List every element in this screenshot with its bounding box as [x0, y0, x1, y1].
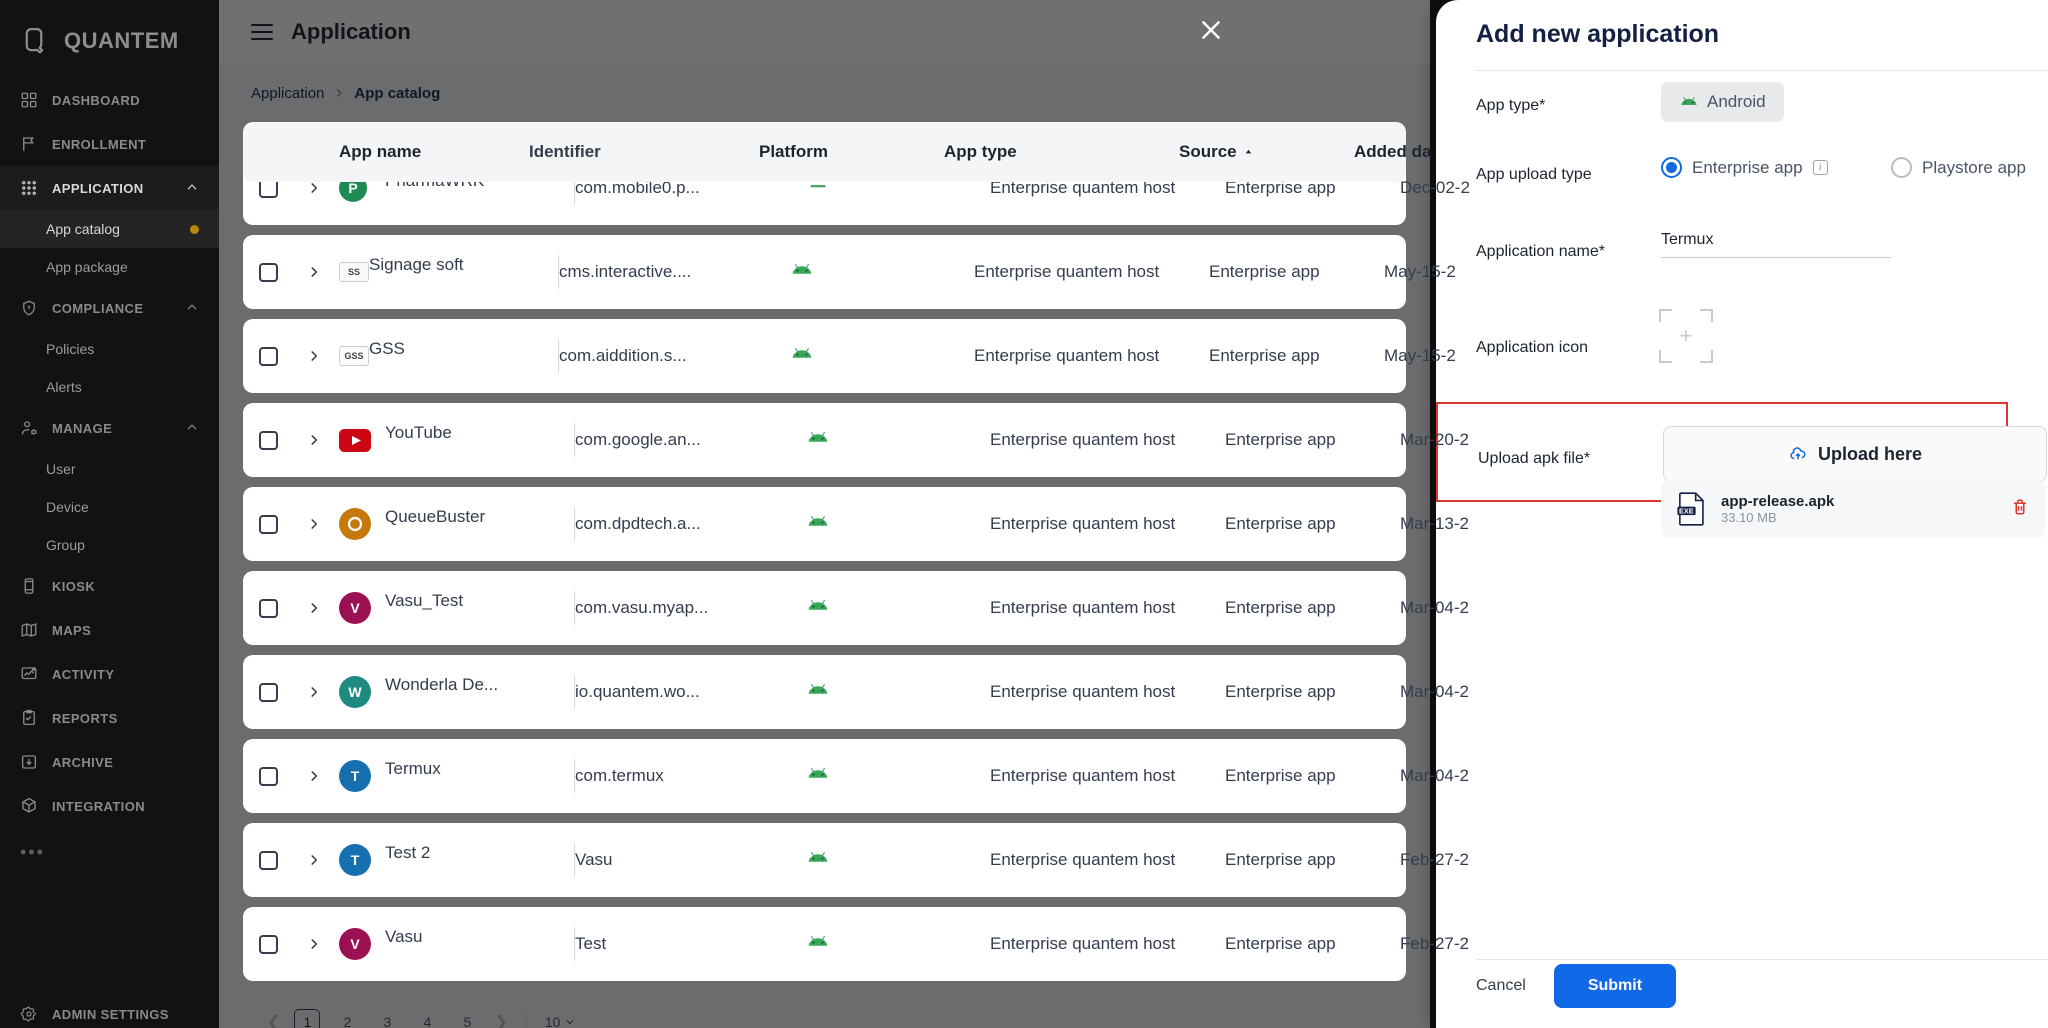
svg-text:EXE: EXE — [1679, 506, 1694, 515]
